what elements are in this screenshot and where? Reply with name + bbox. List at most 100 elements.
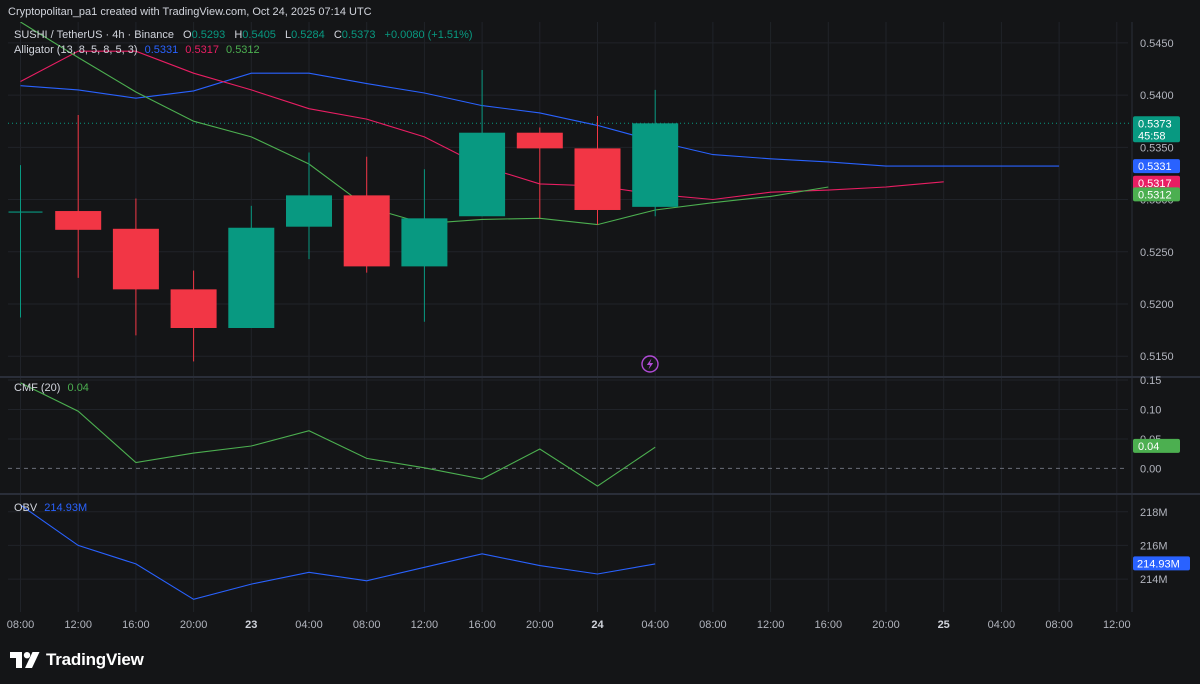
legend-close-label: C xyxy=(334,29,342,41)
y-tick-label: 0.5150 xyxy=(1140,351,1174,363)
lips-badge-bg xyxy=(1133,187,1180,202)
footer: TradingView xyxy=(0,636,1200,684)
legend-row-alligator: Alligator (13, 8, 5, 8, 5, 3) 0.5331 0.5… xyxy=(14,44,260,56)
y-tick-label: 0.5200 xyxy=(1140,299,1174,311)
legend-row-cmf: CMF (20) 0.04 xyxy=(14,382,89,394)
lightning-icon[interactable] xyxy=(641,355,659,373)
legend-open: 0.5293 xyxy=(192,29,226,41)
price-badge-bg xyxy=(1133,116,1180,143)
legend-teeth: 0.5317 xyxy=(185,44,219,56)
x-tick-label: 16:00 xyxy=(468,619,496,631)
legend-close: 0.5373 xyxy=(342,29,376,41)
x-tick-label: 04:00 xyxy=(988,619,1016,631)
x-tick-label: 12:00 xyxy=(411,619,439,631)
candle xyxy=(8,165,43,318)
alligator-jaw-line xyxy=(20,72,1060,167)
cmf-tick-label: 0.00 xyxy=(1140,463,1161,475)
time-axis: 08:00 12:00 16:00 20:00 23 04:00 08:00 12:00 16:… xyxy=(7,619,1131,631)
teeth-badge-bg xyxy=(1133,175,1180,190)
legend-low-label: L xyxy=(285,29,291,41)
obv-pane xyxy=(20,504,656,600)
candle-body xyxy=(516,132,563,149)
y-tick-label: 0.5350 xyxy=(1140,142,1174,154)
candle xyxy=(112,198,159,336)
jaw-badge: 0.5331 xyxy=(1133,159,1180,174)
x-tick-label: 08:00 xyxy=(1045,619,1073,631)
cmf-pane xyxy=(20,382,656,487)
x-tick-label: 23 xyxy=(245,619,257,631)
candle-body xyxy=(574,148,621,210)
cmf-line xyxy=(20,382,656,487)
price-axis: 0.51500.52000.52500.53000.53500.54000.54… xyxy=(1140,38,1174,586)
cmf-badge-text: 0.04 xyxy=(1138,441,1159,453)
candles xyxy=(8,70,679,362)
x-tick-label: 08:00 xyxy=(353,619,381,631)
tradingview-logo-icon xyxy=(10,652,40,668)
countdown-text: 45:58 xyxy=(1138,130,1166,142)
candle xyxy=(632,89,679,217)
x-tick-label: 12:00 xyxy=(64,619,92,631)
cmf-badge: 0.04 xyxy=(1133,438,1180,453)
legend-jaw: 0.5331 xyxy=(145,44,179,56)
candle-body xyxy=(343,195,390,267)
candle xyxy=(459,70,506,217)
header-attribution: Cryptopolitan_pa1 created with TradingVi… xyxy=(8,6,372,18)
obv-tick-label: 214M xyxy=(1140,574,1168,586)
x-tick-label: 04:00 xyxy=(641,619,669,631)
candle xyxy=(516,127,563,219)
candle xyxy=(343,156,390,273)
obv-badge-bg xyxy=(1133,556,1190,571)
teeth-badge-text: 0.5317 xyxy=(1138,178,1172,190)
legend-change: +0.0080 (+1.51%) xyxy=(385,29,473,41)
candle xyxy=(401,169,448,322)
x-tick-label: 20:00 xyxy=(872,619,900,631)
legend-obv: 214.93M xyxy=(44,502,87,514)
legend-high-label: H xyxy=(234,29,242,41)
tradingview-brand: TradingView xyxy=(46,650,144,669)
x-tick-label: 04:00 xyxy=(295,619,323,631)
candle-body xyxy=(459,132,506,217)
legend-open-label: O xyxy=(183,29,192,41)
cmf-badge-bg xyxy=(1133,438,1180,453)
legend-low: 0.5284 xyxy=(291,29,325,41)
obv-line xyxy=(20,504,656,600)
legend-row-price: SUSHI / TetherUS · 4h · Binance O0.5293 … xyxy=(14,29,473,41)
legend-symbol: SUSHI / TetherUS · 4h · Binance xyxy=(14,29,174,41)
x-tick-label: 20:00 xyxy=(526,619,554,631)
candle xyxy=(55,114,102,278)
x-tick-label: 08:00 xyxy=(7,619,35,631)
header: Cryptopolitan_pa1 created with TradingVi… xyxy=(0,0,1200,24)
x-tick-label: 25 xyxy=(938,619,950,631)
chart-canvas[interactable]: 0.51500.52000.52500.53000.53500.54000.54… xyxy=(0,22,1200,634)
legend-row-obv: OBV 214.93M xyxy=(14,502,87,514)
tradingview-logo[interactable]: TradingView xyxy=(10,648,144,672)
teeth-badge: 0.5317 xyxy=(1133,175,1180,190)
candle-body xyxy=(401,218,448,267)
lips-badge: 0.5312 xyxy=(1133,187,1180,202)
y-tick-label: 0.5400 xyxy=(1140,90,1174,102)
obv-tick-label: 218M xyxy=(1140,507,1168,519)
candle-body xyxy=(632,123,679,207)
candle-body xyxy=(112,228,159,290)
price-badge-text: 0.5373 xyxy=(1138,118,1172,130)
y-tick-label: 0.5450 xyxy=(1140,38,1174,50)
lips-badge-text: 0.5312 xyxy=(1138,189,1172,201)
obv-badge-text: 214.93M xyxy=(1137,558,1180,570)
jaw-badge-bg xyxy=(1133,159,1180,174)
x-tick-label: 16:00 xyxy=(122,619,150,631)
cmf-tick-label: 0.15 xyxy=(1140,375,1161,387)
candle xyxy=(228,205,275,329)
x-tick-label: 20:00 xyxy=(180,619,208,631)
obv-tick-label: 216M xyxy=(1140,540,1168,552)
x-tick-label: 08:00 xyxy=(699,619,727,631)
cmf-tick-label: 0.10 xyxy=(1140,404,1161,416)
legend-alligator-label: Alligator (13, 8, 5, 8, 5, 3) xyxy=(14,44,138,56)
pane-separators xyxy=(0,22,1200,612)
x-tick-label: 16:00 xyxy=(815,619,843,631)
x-tick-label: 12:00 xyxy=(1103,619,1131,631)
candle xyxy=(286,152,332,260)
legend-cmf: 0.04 xyxy=(68,382,89,394)
